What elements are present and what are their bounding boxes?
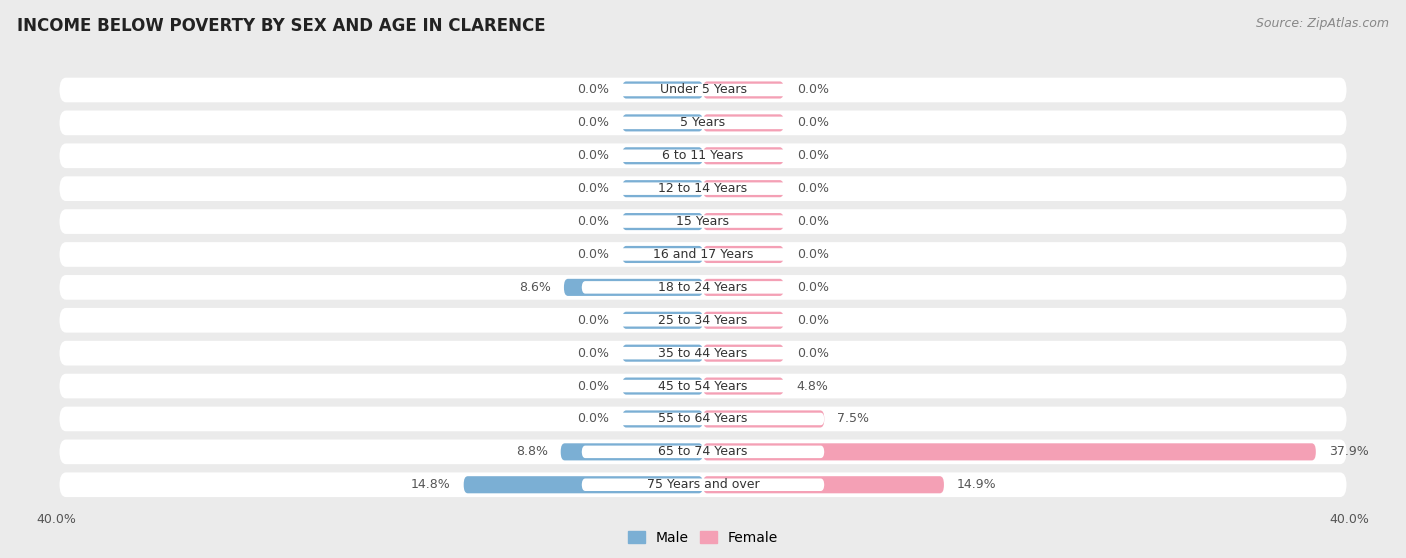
Text: 0.0%: 0.0% <box>578 347 609 360</box>
FancyBboxPatch shape <box>621 81 703 99</box>
FancyBboxPatch shape <box>582 314 824 326</box>
FancyBboxPatch shape <box>621 213 703 230</box>
FancyBboxPatch shape <box>703 443 1316 460</box>
Text: 0.0%: 0.0% <box>578 412 609 425</box>
FancyBboxPatch shape <box>582 413 824 425</box>
FancyBboxPatch shape <box>703 345 785 362</box>
FancyBboxPatch shape <box>59 143 1347 168</box>
Text: 0.0%: 0.0% <box>797 347 828 360</box>
Text: 0.0%: 0.0% <box>797 215 828 228</box>
FancyBboxPatch shape <box>582 281 824 294</box>
Text: 0.0%: 0.0% <box>797 182 828 195</box>
FancyBboxPatch shape <box>59 242 1347 267</box>
FancyBboxPatch shape <box>59 78 1347 102</box>
Text: 0.0%: 0.0% <box>797 314 828 327</box>
Text: 55 to 64 Years: 55 to 64 Years <box>658 412 748 425</box>
Text: 18 to 24 Years: 18 to 24 Years <box>658 281 748 294</box>
FancyBboxPatch shape <box>703 279 785 296</box>
FancyBboxPatch shape <box>703 476 943 493</box>
FancyBboxPatch shape <box>59 275 1347 300</box>
FancyBboxPatch shape <box>621 378 703 395</box>
Text: 4.8%: 4.8% <box>797 379 828 393</box>
Text: 14.9%: 14.9% <box>957 478 997 491</box>
FancyBboxPatch shape <box>703 246 785 263</box>
FancyBboxPatch shape <box>621 410 703 427</box>
Legend: Male, Female: Male, Female <box>628 531 778 545</box>
Text: 14.8%: 14.8% <box>411 478 451 491</box>
FancyBboxPatch shape <box>582 215 824 228</box>
FancyBboxPatch shape <box>703 81 785 99</box>
Text: 37.9%: 37.9% <box>1329 445 1368 458</box>
FancyBboxPatch shape <box>59 209 1347 234</box>
FancyBboxPatch shape <box>582 347 824 359</box>
Text: 0.0%: 0.0% <box>578 215 609 228</box>
Text: 0.0%: 0.0% <box>578 117 609 129</box>
FancyBboxPatch shape <box>621 180 703 197</box>
Text: 0.0%: 0.0% <box>797 248 828 261</box>
FancyBboxPatch shape <box>564 279 703 296</box>
FancyBboxPatch shape <box>582 84 824 96</box>
FancyBboxPatch shape <box>561 443 703 460</box>
Text: INCOME BELOW POVERTY BY SEX AND AGE IN CLARENCE: INCOME BELOW POVERTY BY SEX AND AGE IN C… <box>17 17 546 35</box>
FancyBboxPatch shape <box>703 147 785 165</box>
Text: 8.8%: 8.8% <box>516 445 548 458</box>
FancyBboxPatch shape <box>582 182 824 195</box>
FancyBboxPatch shape <box>703 312 785 329</box>
FancyBboxPatch shape <box>621 246 703 263</box>
Text: 7.5%: 7.5% <box>837 412 869 425</box>
Text: 0.0%: 0.0% <box>797 84 828 97</box>
Text: 0.0%: 0.0% <box>578 379 609 393</box>
Text: 45 to 54 Years: 45 to 54 Years <box>658 379 748 393</box>
Text: 25 to 34 Years: 25 to 34 Years <box>658 314 748 327</box>
Text: 8.6%: 8.6% <box>519 281 551 294</box>
Text: 0.0%: 0.0% <box>578 84 609 97</box>
Text: 0.0%: 0.0% <box>578 314 609 327</box>
FancyBboxPatch shape <box>59 407 1347 431</box>
FancyBboxPatch shape <box>703 213 785 230</box>
FancyBboxPatch shape <box>703 378 785 395</box>
FancyBboxPatch shape <box>59 473 1347 497</box>
Text: 0.0%: 0.0% <box>797 117 828 129</box>
Text: 16 and 17 Years: 16 and 17 Years <box>652 248 754 261</box>
FancyBboxPatch shape <box>59 341 1347 365</box>
Text: 35 to 44 Years: 35 to 44 Years <box>658 347 748 360</box>
Text: 0.0%: 0.0% <box>797 150 828 162</box>
Text: 5 Years: 5 Years <box>681 117 725 129</box>
FancyBboxPatch shape <box>703 180 785 197</box>
Text: 65 to 74 Years: 65 to 74 Years <box>658 445 748 458</box>
FancyBboxPatch shape <box>621 147 703 165</box>
FancyBboxPatch shape <box>464 476 703 493</box>
Text: 0.0%: 0.0% <box>578 248 609 261</box>
FancyBboxPatch shape <box>59 110 1347 135</box>
FancyBboxPatch shape <box>703 410 824 427</box>
FancyBboxPatch shape <box>582 380 824 392</box>
FancyBboxPatch shape <box>621 312 703 329</box>
FancyBboxPatch shape <box>703 114 785 132</box>
FancyBboxPatch shape <box>59 176 1347 201</box>
FancyBboxPatch shape <box>59 440 1347 464</box>
FancyBboxPatch shape <box>59 308 1347 333</box>
FancyBboxPatch shape <box>582 479 824 491</box>
FancyBboxPatch shape <box>582 117 824 129</box>
FancyBboxPatch shape <box>621 345 703 362</box>
Text: 12 to 14 Years: 12 to 14 Years <box>658 182 748 195</box>
FancyBboxPatch shape <box>59 374 1347 398</box>
Text: 6 to 11 Years: 6 to 11 Years <box>662 150 744 162</box>
FancyBboxPatch shape <box>621 114 703 132</box>
Text: Under 5 Years: Under 5 Years <box>659 84 747 97</box>
FancyBboxPatch shape <box>582 446 824 458</box>
FancyBboxPatch shape <box>582 248 824 261</box>
FancyBboxPatch shape <box>582 150 824 162</box>
Text: Source: ZipAtlas.com: Source: ZipAtlas.com <box>1256 17 1389 30</box>
Text: 75 Years and over: 75 Years and over <box>647 478 759 491</box>
Text: 0.0%: 0.0% <box>578 150 609 162</box>
Text: 15 Years: 15 Years <box>676 215 730 228</box>
Text: 0.0%: 0.0% <box>578 182 609 195</box>
Text: 0.0%: 0.0% <box>797 281 828 294</box>
